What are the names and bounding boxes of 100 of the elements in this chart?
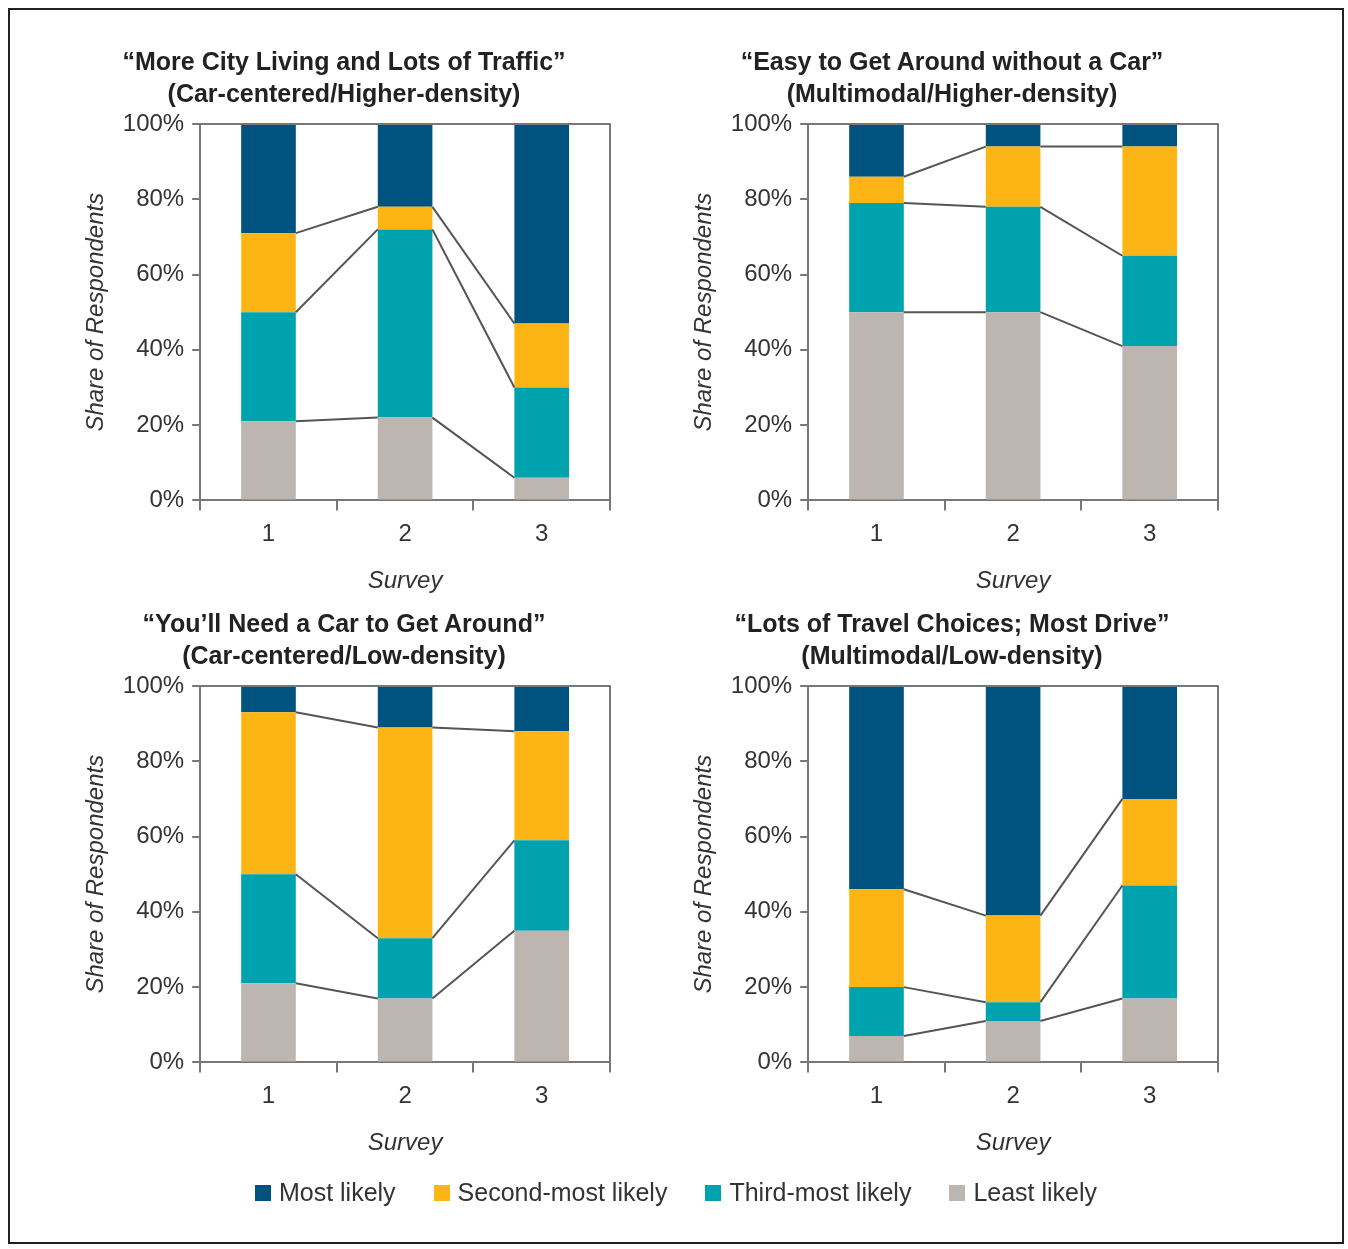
bar: [849, 203, 904, 313]
bar: [1122, 146, 1178, 256]
bar: [849, 889, 904, 988]
bar: [985, 686, 1041, 916]
bar: [241, 124, 296, 234]
bar: [377, 229, 433, 418]
x-tick-label: 3: [1143, 519, 1157, 547]
x-tick-label: 2: [398, 519, 412, 547]
y-tick-label: 60%: [744, 821, 793, 849]
y-axis-title: Share of Respondents: [689, 754, 717, 994]
bar: [514, 731, 570, 841]
bar: [514, 840, 570, 931]
chart-title: “Lots of Travel Choices; Most Drive”: [734, 608, 1170, 637]
bar: [849, 686, 904, 890]
legend-label: Least likely: [973, 1178, 1098, 1207]
bar: [377, 124, 433, 207]
bar: [849, 176, 904, 204]
bar: [985, 124, 1041, 147]
bar: [514, 930, 570, 1062]
y-tick-label: 40%: [744, 334, 793, 362]
y-tick-label: 80%: [744, 745, 793, 773]
x-tick-label: 3: [535, 519, 549, 547]
bar: [514, 323, 570, 388]
x-tick-label: 1: [261, 1081, 276, 1109]
y-tick-label: 80%: [136, 183, 185, 211]
y-tick-label: 60%: [136, 821, 185, 849]
y-tick-label: 0%: [149, 485, 185, 513]
y-tick-label: 0%: [149, 1047, 185, 1075]
y-tick-label: 80%: [136, 745, 185, 773]
bar: [241, 686, 296, 713]
bar: [985, 1021, 1041, 1062]
chart-subtitle: (Car-centered/Higher-density): [167, 78, 521, 107]
legend-label: Second-most likely: [457, 1178, 668, 1207]
bar: [985, 206, 1041, 313]
bar: [241, 233, 296, 313]
legend-label: Most likely: [278, 1178, 396, 1207]
y-tick-label: 100%: [122, 670, 185, 698]
y-axis-title: Share of Respondents: [81, 192, 109, 432]
chart-subtitle: (Car-centered/Low-density): [182, 640, 506, 669]
y-tick-label: 80%: [744, 183, 793, 211]
bar: [1122, 798, 1178, 886]
y-tick-label: 100%: [122, 108, 185, 136]
y-tick-label: 40%: [136, 334, 185, 362]
bar: [241, 874, 296, 984]
x-tick-label: 1: [869, 519, 884, 547]
y-tick-label: 20%: [136, 971, 185, 999]
bar: [514, 124, 570, 324]
bar: [377, 938, 433, 999]
bar: [377, 417, 433, 500]
bar: [985, 915, 1041, 1003]
chart-title: “You’ll Need a Car to Get Around”: [142, 608, 546, 637]
y-tick-label: 0%: [757, 1047, 793, 1075]
chart-subtitle: (Multimodal/Higher-density): [786, 78, 1118, 107]
x-tick-label: 2: [1006, 1081, 1020, 1109]
y-tick-label: 100%: [730, 108, 793, 136]
bar: [849, 987, 904, 1037]
chart-title: “More City Living and Lots of Traffic”: [122, 46, 566, 75]
x-axis-title: Survey: [975, 566, 1053, 594]
bar: [985, 312, 1041, 500]
y-tick-label: 40%: [136, 896, 185, 924]
x-tick-label: 1: [261, 519, 276, 547]
bar: [849, 124, 904, 177]
y-tick-label: 20%: [744, 971, 793, 999]
x-axis-title: Survey: [367, 1128, 445, 1156]
bar: [514, 387, 570, 478]
bar: [241, 421, 296, 500]
y-tick-label: 60%: [136, 259, 185, 287]
bar: [1122, 998, 1178, 1062]
chart-title: “Easy to Get Around without a Car”: [740, 46, 1164, 75]
x-tick-label: 3: [1143, 1081, 1157, 1109]
bar: [514, 477, 570, 500]
bar: [1122, 255, 1178, 347]
chart-subtitle: (Multimodal/Low-density): [801, 640, 1103, 669]
x-tick-label: 3: [535, 1081, 549, 1109]
bar: [849, 312, 904, 500]
y-tick-label: 20%: [744, 409, 793, 437]
y-axis-title: Share of Respondents: [689, 192, 717, 432]
bar: [985, 146, 1041, 207]
legend-label: Third-most likely: [729, 1178, 912, 1207]
bar: [1122, 124, 1178, 147]
x-axis-title: Survey: [975, 1128, 1053, 1156]
y-axis-title: Share of Respondents: [81, 754, 109, 994]
x-axis-title: Survey: [367, 566, 445, 594]
bar: [1122, 346, 1178, 500]
y-tick-label: 60%: [744, 259, 793, 287]
x-tick-label: 2: [398, 1081, 412, 1109]
bar: [377, 998, 433, 1062]
bar: [1122, 686, 1178, 799]
bar: [377, 727, 433, 939]
bar: [849, 1036, 904, 1062]
x-tick-label: 2: [1006, 519, 1020, 547]
y-tick-label: 100%: [730, 670, 793, 698]
x-tick-label: 1: [869, 1081, 884, 1109]
bar: [377, 206, 433, 230]
bar: [241, 983, 296, 1062]
y-tick-label: 20%: [136, 409, 185, 437]
y-tick-label: 40%: [744, 896, 793, 924]
bar: [377, 686, 433, 728]
bar: [1122, 885, 1178, 999]
bar: [241, 312, 296, 422]
